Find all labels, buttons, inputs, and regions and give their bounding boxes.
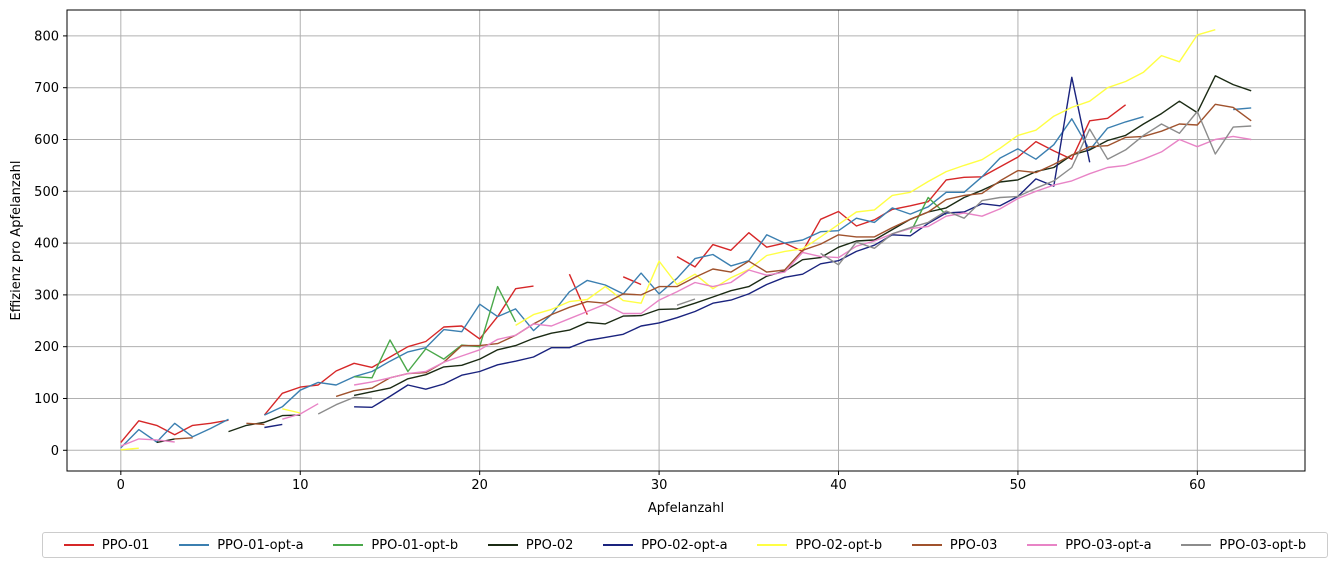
legend-label: PPO-03 [949,537,998,553]
legend-entry: PPO-01-opt-b [333,538,458,553]
legend-label: PPO-02 [525,537,574,553]
series-line [120,135,1252,447]
x-tick-label: 40 [830,478,847,493]
legend-entry: PPO-01-opt-a [179,537,304,553]
x-tick-label: 30 [651,478,668,493]
series-line [174,103,1252,440]
y-tick-label: 300 [34,288,59,303]
legend: PPO-01 PPO-01-opt-a PPO-01-opt-b PPO-02 PPO-… [42,532,1328,558]
legend-label: PPO-01-opt-b [371,537,459,553]
y-tick-label: 700 [34,81,59,96]
series-ppo-02 [156,75,1252,444]
series-line [317,110,1252,415]
grid-lines [67,10,1305,471]
series-ppo-02-opt-b [120,29,1216,451]
legend-entry: PPO-02-opt-b [757,538,882,553]
y-tick-label: 500 [34,185,59,200]
legend-swatch [63,544,94,546]
legend-swatch [603,544,634,546]
legend-entry: PPO-02 [487,537,574,553]
legend-swatch [179,544,210,546]
x-tick-label: 0 [117,478,125,493]
series-line [120,29,1216,451]
series-line [120,104,1127,443]
series-ppo-02-opt-a [264,76,1091,429]
y-tick-label: 200 [34,340,59,355]
legend-label: PPO-02-opt-b [795,537,883,553]
legend-entry: PPO-03 [911,537,998,553]
series-ppo-03-opt-b [317,110,1252,415]
series-line [354,196,947,379]
series-line [264,76,1091,429]
legend-swatch [1181,544,1212,546]
series-ppo-01 [120,104,1127,443]
legend-swatch [487,544,518,546]
x-tick-label: 50 [1010,478,1027,493]
legend-swatch [1027,544,1058,546]
legend-label: PPO-01-opt-a [217,537,304,553]
legend-label: PPO-02-opt-a [641,537,728,553]
y-tick-label: 400 [34,237,59,252]
series-line [156,75,1252,444]
legend-swatch [333,544,364,546]
legend-entry: PPO-01 [63,537,150,553]
series-ppo-01-opt-a [120,107,1252,449]
series-ppo-01-opt-b [354,196,947,379]
legend-label: PPO-03-opt-b [1219,537,1307,553]
y-tick-label: 800 [34,29,59,44]
y-axis-label: Effizienz pro Apfelanzahl [9,161,24,321]
y-tick-label: 100 [34,392,59,407]
series-ppo-03 [174,103,1252,440]
series-line [120,107,1252,449]
x-tick-label: 20 [471,478,488,493]
legend-label: PPO-01 [101,537,150,553]
legend-entry: PPO-03-opt-b [1181,538,1306,553]
legend-entry: PPO-02-opt-a [603,537,728,553]
legend-swatch [757,544,788,546]
x-tick-label: 10 [292,478,309,493]
legend-swatch [911,544,942,546]
x-tick-label: 60 [1189,478,1206,493]
plot-frame [66,9,1306,472]
legend-label: PPO-03-opt-a [1065,537,1152,553]
y-tick-label: 0 [51,444,59,459]
y-tick-label: 600 [34,133,59,148]
series-lines [120,29,1252,451]
series-ppo-03-opt-a [120,135,1252,447]
legend-entry: PPO-03-opt-a [1027,537,1152,553]
x-axis-label: Apfelanzahl [648,501,724,516]
